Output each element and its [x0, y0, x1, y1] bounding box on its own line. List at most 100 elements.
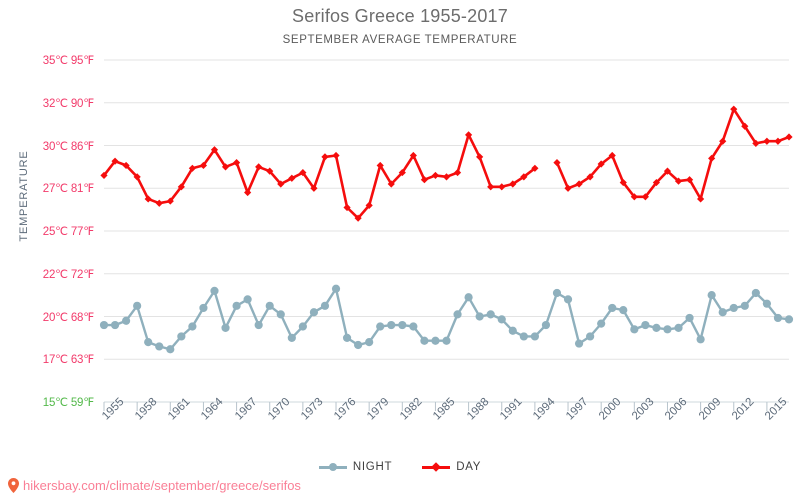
- data-point: [663, 167, 672, 175]
- data-point: [464, 293, 473, 302]
- series-line: [102, 133, 537, 220]
- data-point: [255, 163, 263, 171]
- y-axis-tick-label: 20℃ 68℉: [42, 311, 94, 324]
- legend-item-night[interactable]: NIGHT: [318, 461, 393, 473]
- data-point: [685, 313, 694, 323]
- data-point: [740, 301, 749, 310]
- data-point: [320, 301, 330, 310]
- data-point: [343, 203, 351, 212]
- diamond-marker-icon: [431, 462, 441, 472]
- data-point: [122, 161, 130, 170]
- data-point: [365, 338, 374, 347]
- data-point: [188, 164, 196, 172]
- data-point: [387, 320, 396, 330]
- data-point: [243, 295, 252, 304]
- data-point: [630, 325, 639, 334]
- data-point: [110, 320, 120, 330]
- data-point: [763, 137, 771, 145]
- data-point: [398, 168, 406, 177]
- data-point: [232, 159, 241, 167]
- data-point: [254, 320, 263, 330]
- data-point: [774, 137, 782, 145]
- data-point: [685, 176, 694, 184]
- data-point: [663, 325, 672, 334]
- data-point: [376, 161, 384, 170]
- data-point: [453, 168, 462, 177]
- data-point: [177, 332, 186, 341]
- y-axis-tick-label: 22℃ 72℉: [42, 268, 94, 281]
- data-point: [464, 131, 473, 139]
- data-point: [652, 178, 661, 187]
- data-point: [586, 173, 594, 181]
- data-point: [530, 332, 539, 341]
- data-point: [210, 286, 219, 295]
- data-point: [498, 183, 506, 191]
- data-point: [398, 320, 407, 330]
- data-point: [420, 176, 429, 184]
- data-point: [752, 139, 760, 147]
- data-point: [508, 326, 517, 335]
- data-point: [298, 322, 307, 331]
- data-point: [453, 310, 462, 319]
- data-point: [784, 315, 794, 324]
- legend-label: NIGHT: [352, 461, 393, 473]
- data-point: [619, 305, 628, 315]
- data-point: [244, 188, 252, 197]
- data-point: [619, 178, 627, 187]
- footer-source[interactable]: hikersbay.com/climate/september/greece/s…: [8, 478, 301, 493]
- data-point: [188, 322, 197, 331]
- data-point: [387, 180, 395, 188]
- data-point: [166, 197, 174, 205]
- data-point: [332, 151, 340, 160]
- series-day: [100, 105, 793, 222]
- data-point: [509, 180, 517, 188]
- series-night: [99, 284, 794, 354]
- data-point: [751, 288, 760, 298]
- y-axis-tick-label: 15℃ 59℉: [42, 397, 94, 409]
- data-point: [574, 339, 584, 348]
- data-point: [221, 323, 230, 332]
- data-point: [276, 310, 285, 319]
- data-point: [708, 154, 716, 162]
- y-axis-tick-label: 25℃ 77℉: [42, 226, 94, 238]
- data-point: [608, 303, 617, 313]
- data-point: [442, 173, 451, 181]
- data-point: [232, 301, 241, 310]
- data-point: [342, 333, 352, 342]
- data-point: [707, 291, 716, 300]
- data-point: [111, 157, 119, 165]
- legend-swatch: [318, 462, 347, 472]
- data-point: [486, 310, 495, 319]
- data-point: [597, 160, 605, 168]
- data-point: [133, 301, 142, 310]
- data-point: [531, 164, 539, 172]
- data-point: [265, 301, 274, 310]
- data-point: [420, 336, 429, 345]
- data-point: [354, 214, 362, 222]
- data-point: [652, 323, 661, 332]
- data-point: [597, 319, 606, 328]
- data-point: [608, 151, 616, 160]
- data-point: [773, 313, 783, 323]
- data-point: [575, 180, 583, 188]
- data-point: [199, 161, 208, 170]
- data-point: [431, 336, 440, 345]
- legend-item-day[interactable]: DAY: [422, 461, 481, 473]
- data-point: [277, 180, 285, 188]
- data-point: [287, 333, 296, 342]
- data-point: [99, 320, 109, 330]
- data-point: [719, 137, 727, 145]
- data-point: [553, 159, 561, 167]
- footer-url-text: hikersbay.com/climate/september/greece/s…: [23, 478, 301, 493]
- data-point: [210, 146, 219, 154]
- data-point: [641, 193, 649, 201]
- data-point: [288, 174, 296, 182]
- data-point: [155, 199, 163, 207]
- data-point: [475, 312, 484, 321]
- data-point: [697, 195, 705, 203]
- data-point: [310, 184, 318, 192]
- y-axis-tick-label: 27℃ 81℉: [42, 183, 94, 196]
